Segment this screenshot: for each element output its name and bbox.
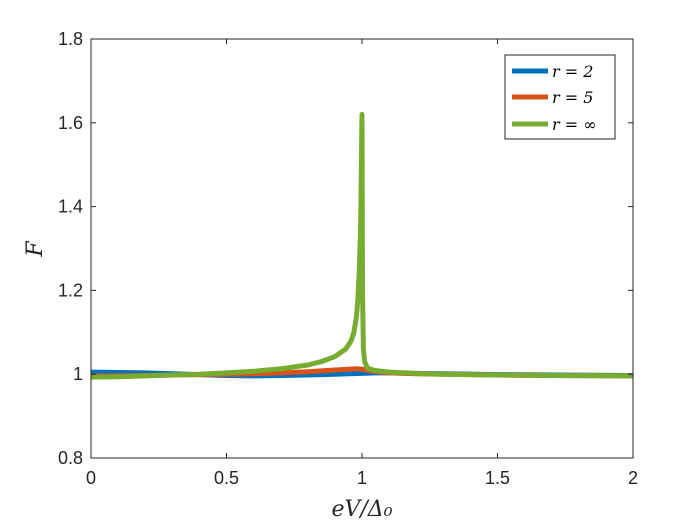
x-axis-label: eV/Δ₀: [331, 497, 392, 522]
x-tick-label: 2: [628, 468, 638, 488]
legend-label-0: r = 2: [552, 62, 593, 81]
x-tick-label: 1.5: [485, 468, 510, 488]
y-tick-label: 1: [73, 364, 83, 384]
y-tick-label: 1.8: [58, 29, 83, 49]
x-tick-label: 0.5: [214, 468, 239, 488]
legend-label-2: r = ∞: [552, 115, 597, 134]
series-line-2: [90, 111, 634, 380]
tick-layer: 0 0.5 1 1.5 2 0.8 1 1.2 1.4 1.6 1.8: [58, 29, 638, 488]
y-tick-label: 0.8: [58, 448, 83, 468]
y-tick-label: 1.6: [58, 113, 83, 133]
y-axis-label: F: [23, 241, 48, 258]
y-tick-label: 1.2: [58, 280, 83, 300]
x-tick-label: 0: [86, 468, 96, 488]
y-tick-label: 1.4: [58, 197, 83, 217]
series-layer: [90, 111, 634, 380]
legend: r = 2 r = 5 r = ∞: [504, 54, 616, 140]
legend-label-1: r = 5: [552, 88, 593, 107]
x-tick-label: 1: [357, 468, 367, 488]
